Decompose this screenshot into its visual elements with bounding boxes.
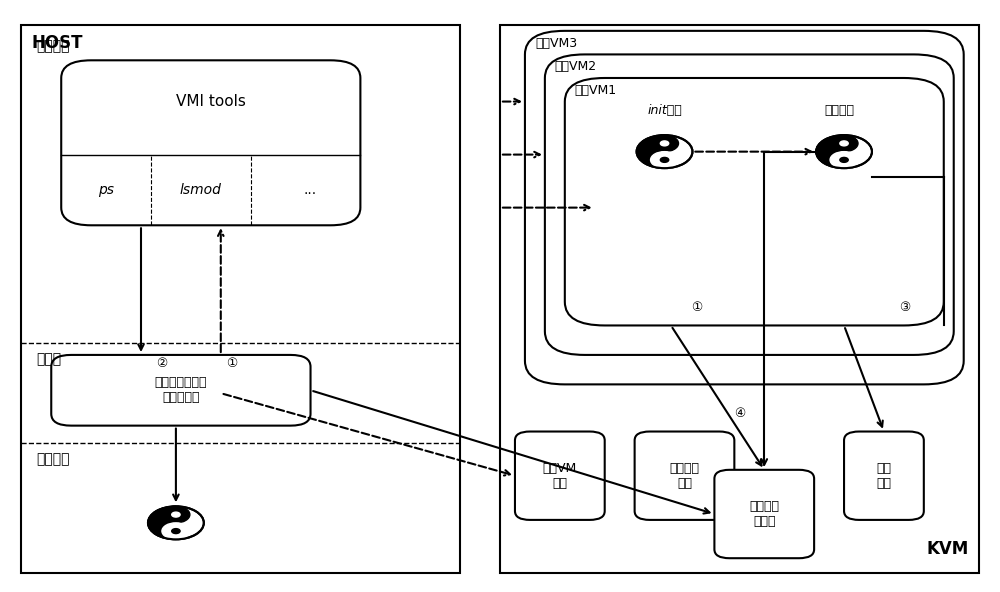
Bar (21, 25, 460, 573)
FancyBboxPatch shape (714, 470, 814, 558)
Text: KVM: KVM (926, 540, 969, 558)
Text: ④: ④ (734, 407, 746, 420)
Text: 用户空间: 用户空间 (36, 40, 70, 54)
Text: init进程: init进程 (647, 104, 682, 117)
Text: ①: ① (691, 301, 702, 314)
Text: ②: ② (156, 357, 167, 370)
Circle shape (830, 152, 858, 168)
Polygon shape (816, 135, 844, 168)
Text: 目标VM2: 目标VM2 (555, 60, 597, 73)
Text: HOST: HOST (31, 34, 83, 52)
Text: 库空间: 库空间 (36, 352, 61, 366)
Circle shape (660, 141, 669, 146)
Text: 辅助进程
生成: 辅助进程 生成 (669, 462, 699, 490)
Circle shape (830, 135, 858, 152)
Text: 目标VM1: 目标VM1 (575, 84, 617, 97)
Text: lsmod: lsmod (180, 183, 222, 197)
Circle shape (660, 157, 669, 162)
Text: 目标VM
选择: 目标VM 选择 (543, 462, 577, 490)
Circle shape (162, 506, 190, 523)
Text: ps: ps (98, 183, 114, 197)
Text: 系统调用截获及
重定向决策: 系统调用截获及 重定向决策 (155, 377, 207, 404)
Circle shape (172, 512, 180, 517)
Circle shape (840, 157, 848, 162)
Circle shape (162, 523, 190, 539)
Text: VMI tools: VMI tools (176, 94, 246, 109)
Bar (500, 25, 979, 573)
Text: 安全
保护: 安全 保护 (876, 462, 891, 490)
Text: 目标VM3: 目标VM3 (535, 37, 577, 50)
Text: ①: ① (226, 357, 237, 370)
Text: ...: ... (304, 183, 317, 197)
Circle shape (651, 135, 679, 152)
FancyBboxPatch shape (635, 432, 734, 520)
FancyBboxPatch shape (515, 432, 605, 520)
Circle shape (651, 152, 679, 168)
Circle shape (840, 141, 848, 146)
FancyBboxPatch shape (844, 432, 924, 520)
Circle shape (172, 529, 180, 533)
Text: 内核空间: 内核空间 (36, 452, 70, 466)
Polygon shape (148, 506, 176, 539)
Text: 辅助进程: 辅助进程 (824, 104, 854, 117)
Text: ③: ③ (899, 301, 910, 314)
Polygon shape (637, 135, 665, 168)
Text: 重定向系
统调用: 重定向系 统调用 (749, 500, 779, 528)
